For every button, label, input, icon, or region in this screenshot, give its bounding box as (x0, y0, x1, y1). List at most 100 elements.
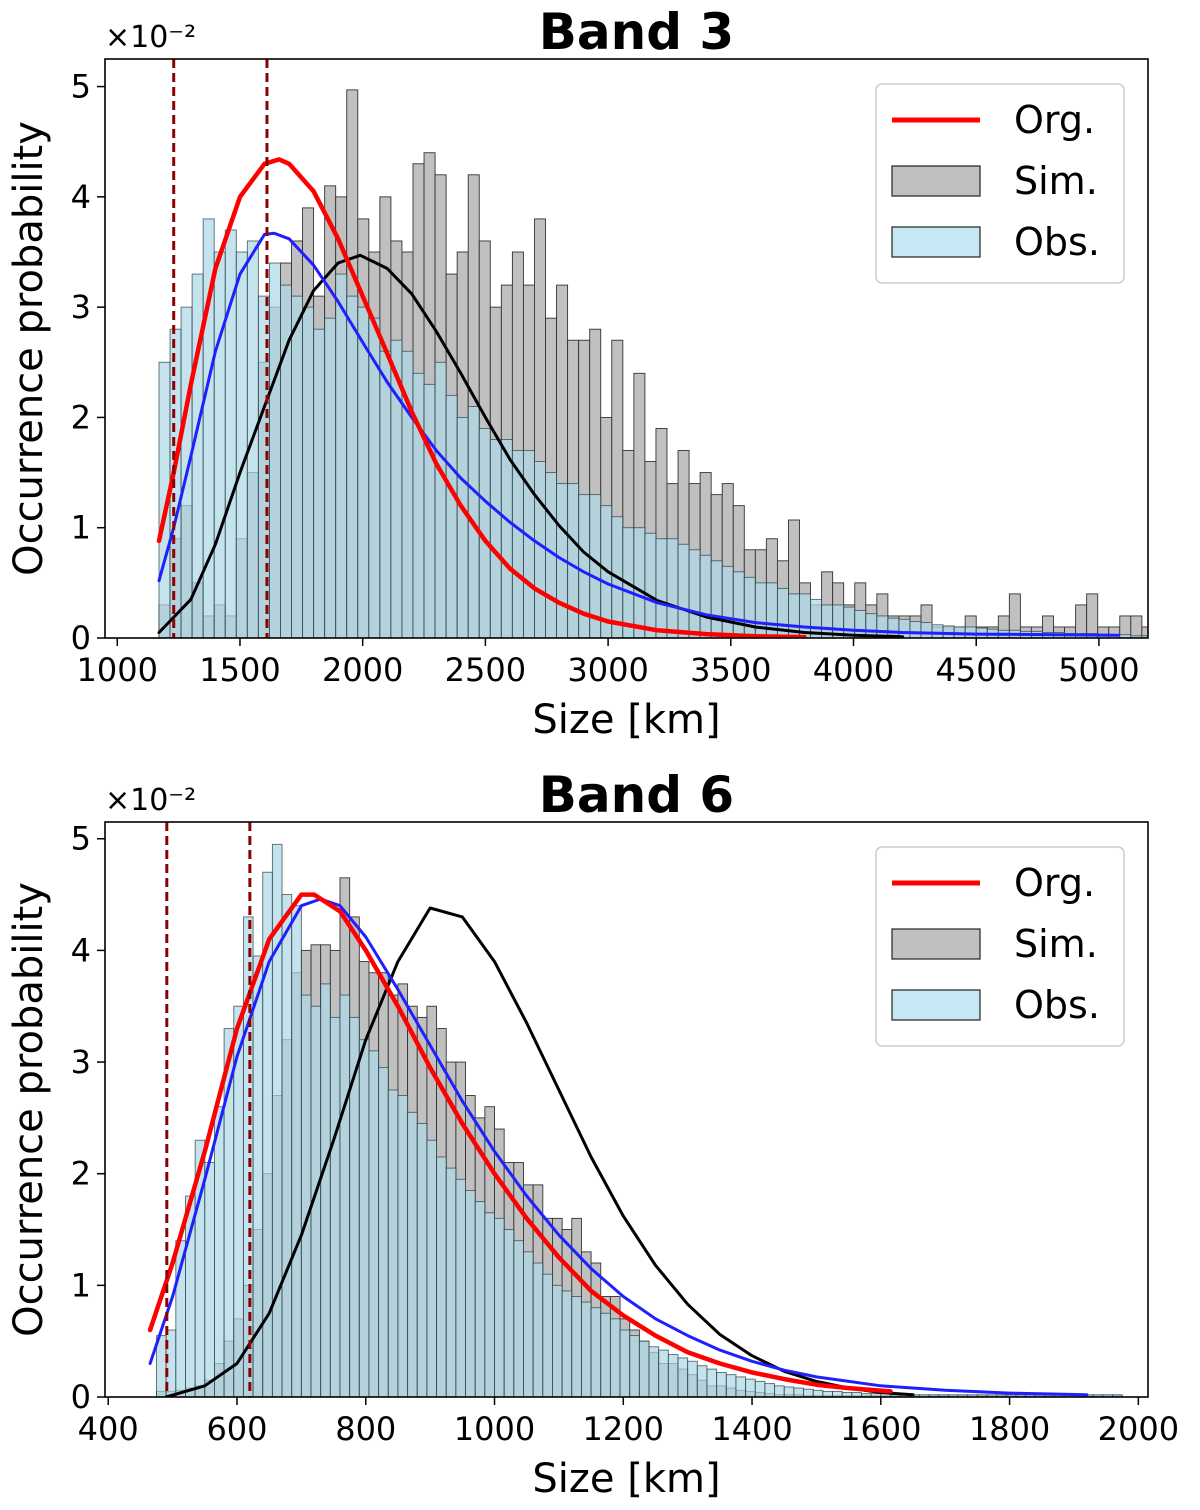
obs-bar (580, 1301, 592, 1397)
y-tick-label: 1 (71, 509, 91, 547)
obs-bar (1153, 636, 1164, 638)
obs-bar (500, 439, 513, 638)
obs-bar (619, 1329, 631, 1397)
legend-sim-swatch (891, 165, 981, 197)
y-axis-label: Occurrence probability (6, 121, 52, 576)
obs-bar (1186, 636, 1197, 638)
axes-frame (104, 821, 1149, 1398)
obs-bar (474, 1201, 486, 1397)
legend: Org. Sim. Obs. (875, 83, 1125, 284)
obs-bar (532, 1262, 544, 1397)
org-fit-curve (147, 892, 893, 1394)
obs-bar (658, 1349, 669, 1397)
obs-bar (368, 1050, 380, 1397)
obs-bar (357, 306, 370, 638)
obs-bar (677, 543, 690, 638)
black-fit-curve (164, 906, 915, 1397)
x-tick-label: 1800 (969, 1410, 1050, 1448)
obs-bar (445, 394, 458, 638)
x-tick-label: 2000 (1098, 1410, 1179, 1448)
obs-bar (465, 1189, 476, 1397)
obs-bar (214, 1106, 225, 1397)
legend-label: Obs. (1014, 983, 1100, 1027)
obs-bar (358, 1039, 370, 1397)
x-tick-label: 1200 (583, 1410, 664, 1448)
obs-bar (339, 994, 351, 1397)
obs-bar (302, 306, 315, 638)
x-tick-label: 400 (78, 1410, 139, 1448)
sim-bar (1075, 604, 1088, 638)
obs-bar (513, 1240, 524, 1397)
obs-bar (300, 994, 312, 1397)
obs-bar (542, 1273, 553, 1397)
x-tick-label: 2000 (322, 651, 403, 689)
obs-bar (313, 328, 326, 638)
obs-bar (185, 1195, 196, 1397)
obs-bar (710, 560, 723, 638)
y-tick-label: 3 (71, 288, 91, 326)
x-tick-label: 1400 (711, 1410, 792, 1448)
obs-bar (423, 383, 436, 638)
legend-label: Org. (1014, 861, 1095, 905)
obs-bar (783, 1386, 795, 1397)
obs-bar (456, 416, 469, 638)
legend: Org. Sim. Obs. (875, 846, 1125, 1047)
obs-bar (445, 1167, 457, 1397)
sim-bar (1008, 593, 1021, 638)
obs-bar (567, 483, 580, 638)
obs-bar (281, 894, 293, 1397)
sim-bar (1186, 616, 1197, 638)
plot-area (156, 89, 1197, 638)
obs-bar (648, 1346, 660, 1397)
obs-bar (346, 295, 359, 638)
x-tick-label: 1000 (77, 651, 158, 689)
obs-bar (725, 1374, 737, 1397)
obs-bar (534, 461, 546, 638)
obs-bar (706, 1368, 718, 1397)
chart-title: Band 6 (539, 766, 734, 824)
obs-bar (638, 1340, 650, 1397)
obs-bar (812, 1389, 824, 1397)
x-tick-label: 800 (335, 1410, 396, 1448)
sim-bar (1086, 593, 1099, 638)
obs-bar (426, 1139, 438, 1397)
obs-bar (378, 1067, 389, 1397)
obs-bar (552, 1284, 563, 1397)
obs-bar (629, 1335, 640, 1397)
obs-bar (204, 1162, 215, 1397)
legend-label: Sim. (1014, 159, 1098, 203)
obs-bar (633, 527, 646, 638)
x-tick-label: 600 (206, 1410, 267, 1448)
y-tick-label: 4 (71, 931, 91, 969)
obs-bar (397, 1095, 409, 1397)
obs-bar (764, 1383, 776, 1397)
black-fit-curve (157, 253, 905, 638)
obs-bar (667, 1354, 679, 1397)
obs-bar (268, 262, 281, 638)
obs-bar (213, 251, 226, 638)
obs-bar (677, 1357, 689, 1397)
legend-label: Obs. (1014, 220, 1100, 264)
obs-bar (436, 1156, 447, 1397)
sim-bar (1130, 615, 1143, 638)
obs-bar (291, 295, 304, 638)
y-tick-label: 2 (71, 398, 91, 436)
obs-bar (1175, 636, 1186, 638)
obs-bar (235, 251, 248, 638)
obs-bar (329, 1016, 341, 1397)
obs-bar (489, 439, 502, 638)
obs-bar (688, 549, 701, 638)
y-tick-label: 4 (71, 178, 91, 216)
chart-panel-1: 1000 1500 2000 2500 3000 3500 4000 4500 5000 0 1 2 3… (6, 3, 1197, 743)
chart-panel-2: 400 600 800 1000 1200 1400 1600 1800 2000 0 1 2 3 4 5 B… (6, 766, 1179, 1502)
obs-bar (609, 1318, 621, 1397)
y-tick-label: 0 (71, 1378, 91, 1416)
y-axis-label: Occurrence probability (6, 882, 52, 1337)
obs-bar (754, 582, 767, 638)
x-axis-label: Size [km] (532, 1456, 720, 1502)
axes-frame (104, 58, 1149, 639)
obs-bar (716, 1371, 727, 1397)
obs-bar (379, 350, 392, 638)
legend-obs-swatch (891, 989, 981, 1021)
obs-bar (590, 1307, 602, 1397)
